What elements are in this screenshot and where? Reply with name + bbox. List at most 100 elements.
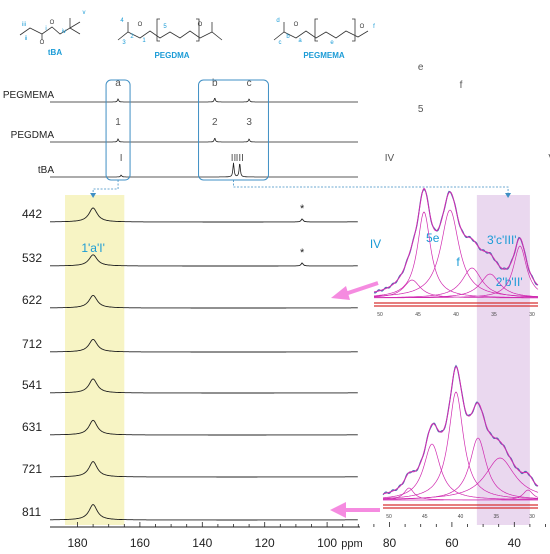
impurity-star: * bbox=[300, 203, 305, 215]
highlight-bands bbox=[65, 195, 530, 525]
tba-atom-v: v bbox=[83, 10, 86, 16]
tba-oxygen: O bbox=[50, 20, 55, 26]
tba-methyl-bond bbox=[69, 21, 81, 29]
x-tick-label: 40 bbox=[508, 536, 522, 550]
sample-name: 712 bbox=[22, 337, 42, 351]
reference-peak-label: 2 bbox=[212, 117, 218, 128]
sample-spectra: 442 * 532 * 622 712 541 631 721 811 bbox=[22, 203, 358, 521]
inset-tick-label: 45 bbox=[422, 514, 428, 520]
tba-atom-i: i bbox=[45, 26, 46, 32]
x-tick-label: 100 bbox=[317, 536, 337, 550]
pegdma-oxygen: O bbox=[138, 22, 143, 28]
pegmema-skeleton bbox=[273, 30, 369, 41]
x-tick-label: 60 bbox=[445, 536, 459, 550]
reference-peak-label: V bbox=[548, 153, 550, 164]
vinyl-shift-arrow bbox=[233, 180, 509, 196]
inset-tick-label: 45 bbox=[415, 312, 421, 318]
reference-spectra: PEGMEMAabcefdPEGDMA12354tBAIIIIIIIVV bbox=[3, 62, 550, 198]
pegmema-name: PEGMEMA bbox=[303, 51, 345, 60]
peak-assignment-label: IV bbox=[370, 237, 381, 251]
pink-arrow-shaft bbox=[344, 281, 379, 296]
pegmema-atom-c: c bbox=[279, 40, 282, 46]
inset-fit-component bbox=[383, 457, 539, 500]
sample-spectrum-line bbox=[50, 378, 358, 394]
inset-fit-envelope bbox=[373, 187, 539, 293]
peak-assignment-label: 5e bbox=[426, 231, 440, 245]
pegdma-name: PEGDMA bbox=[154, 51, 189, 60]
deconvolution-insets: 50 45 40 35 30 50 45 40 35 30 bbox=[330, 187, 539, 520]
x-tick-label: 160 bbox=[130, 536, 150, 550]
sample-name: 532 bbox=[22, 251, 42, 265]
tba-atom-iii: iii bbox=[22, 22, 26, 28]
tba-skeleton bbox=[19, 26, 81, 36]
inset-fit-envelope bbox=[382, 366, 539, 495]
inset-fit-component bbox=[383, 489, 539, 501]
reference-peak-label: b bbox=[212, 78, 218, 89]
sample-name: 442 bbox=[22, 207, 42, 221]
inset-tick-label: 50 bbox=[377, 312, 383, 318]
pegmema-atom-e: e bbox=[330, 40, 334, 46]
sample-spectrum-line bbox=[50, 338, 358, 353]
sample-spectrum-line bbox=[50, 207, 358, 223]
pegmema-atom-a: a bbox=[298, 38, 302, 44]
inset-fit-component bbox=[373, 211, 538, 298]
pegdma-oxygen: O bbox=[198, 22, 203, 28]
sample-name: 541 bbox=[22, 378, 42, 392]
inset-fit-component bbox=[373, 267, 538, 298]
reference-peak-label: e bbox=[418, 62, 424, 73]
impurity-star: * bbox=[300, 247, 305, 259]
pegdma-atom-1: 1 bbox=[142, 38, 146, 44]
peak-assignment-label: f bbox=[456, 255, 460, 269]
inset-fit-component bbox=[382, 391, 538, 500]
reference-peak-label: f bbox=[460, 80, 463, 91]
peak-assignment-label: 3'c'III' bbox=[487, 233, 517, 247]
pegmema-repeat-brackets bbox=[314, 18, 356, 42]
x-tick-label: 140 bbox=[192, 536, 212, 550]
sample-spectrum-line bbox=[50, 294, 358, 309]
peak-assignment-label: 1'a'I' bbox=[81, 241, 105, 255]
pegdma-atom-2: 2 bbox=[130, 34, 134, 40]
pegmema-atom-d: d bbox=[276, 18, 279, 24]
sample-name: 721 bbox=[22, 462, 42, 476]
pink-arrow-head bbox=[331, 286, 350, 300]
inset-tick-label: 30 bbox=[529, 514, 535, 520]
pegdma-atom-4: 4 bbox=[120, 18, 124, 24]
peak-assignment-label: 2'b'II' bbox=[496, 275, 523, 289]
sample-name: 811 bbox=[22, 505, 41, 519]
reference-peak-label: 1 bbox=[115, 117, 121, 128]
x-axis-label: ppm bbox=[341, 538, 362, 550]
arrow-head bbox=[505, 193, 512, 198]
sample-name: 631 bbox=[22, 420, 42, 434]
reference-spectrum-name: PEGMEMA bbox=[3, 90, 54, 101]
carbonyl-shift-arrow bbox=[92, 180, 119, 196]
sample-spectrum-line bbox=[50, 419, 358, 436]
pegdma-atom-3: 3 bbox=[122, 40, 126, 46]
pegdma-atom-5: 5 bbox=[163, 24, 167, 30]
x-tick-label: 120 bbox=[255, 536, 275, 550]
carbonyl-group-box bbox=[105, 79, 131, 181]
yellow-band-carbonyl bbox=[65, 195, 125, 525]
reference-peak-label: III bbox=[236, 153, 244, 164]
inset-tick-label: 40 bbox=[458, 514, 464, 520]
x-axis: 180 160 140 120 100 80 60 40 ppm bbox=[50, 522, 546, 550]
inset-tick-label: 30 bbox=[529, 312, 535, 318]
pegmema-oxygen: O bbox=[360, 24, 365, 30]
pegmema-atom-b: b bbox=[286, 34, 290, 40]
tba-atom-ii: ii bbox=[25, 36, 28, 42]
reference-peak-label: c bbox=[247, 78, 252, 89]
sample-spectrum-line bbox=[50, 461, 358, 478]
reference-spectrum-line bbox=[50, 137, 358, 143]
reference-spectrum-name: tBA bbox=[38, 165, 54, 176]
inset-tick-label: 40 bbox=[453, 312, 459, 318]
reference-spectrum-line bbox=[50, 97, 358, 103]
tba-atom-iv: iv bbox=[62, 29, 66, 35]
tba-oxygen: O bbox=[40, 40, 45, 46]
sample-name: 622 bbox=[22, 293, 42, 307]
x-tick-label: 80 bbox=[383, 536, 397, 550]
tba-name: tBA bbox=[48, 48, 62, 57]
pink-band-backbone bbox=[476, 195, 530, 525]
inset-tick-label: 35 bbox=[493, 514, 499, 520]
pegmema-atom-f: f bbox=[373, 24, 375, 30]
sample-spectrum-line bbox=[50, 504, 358, 521]
